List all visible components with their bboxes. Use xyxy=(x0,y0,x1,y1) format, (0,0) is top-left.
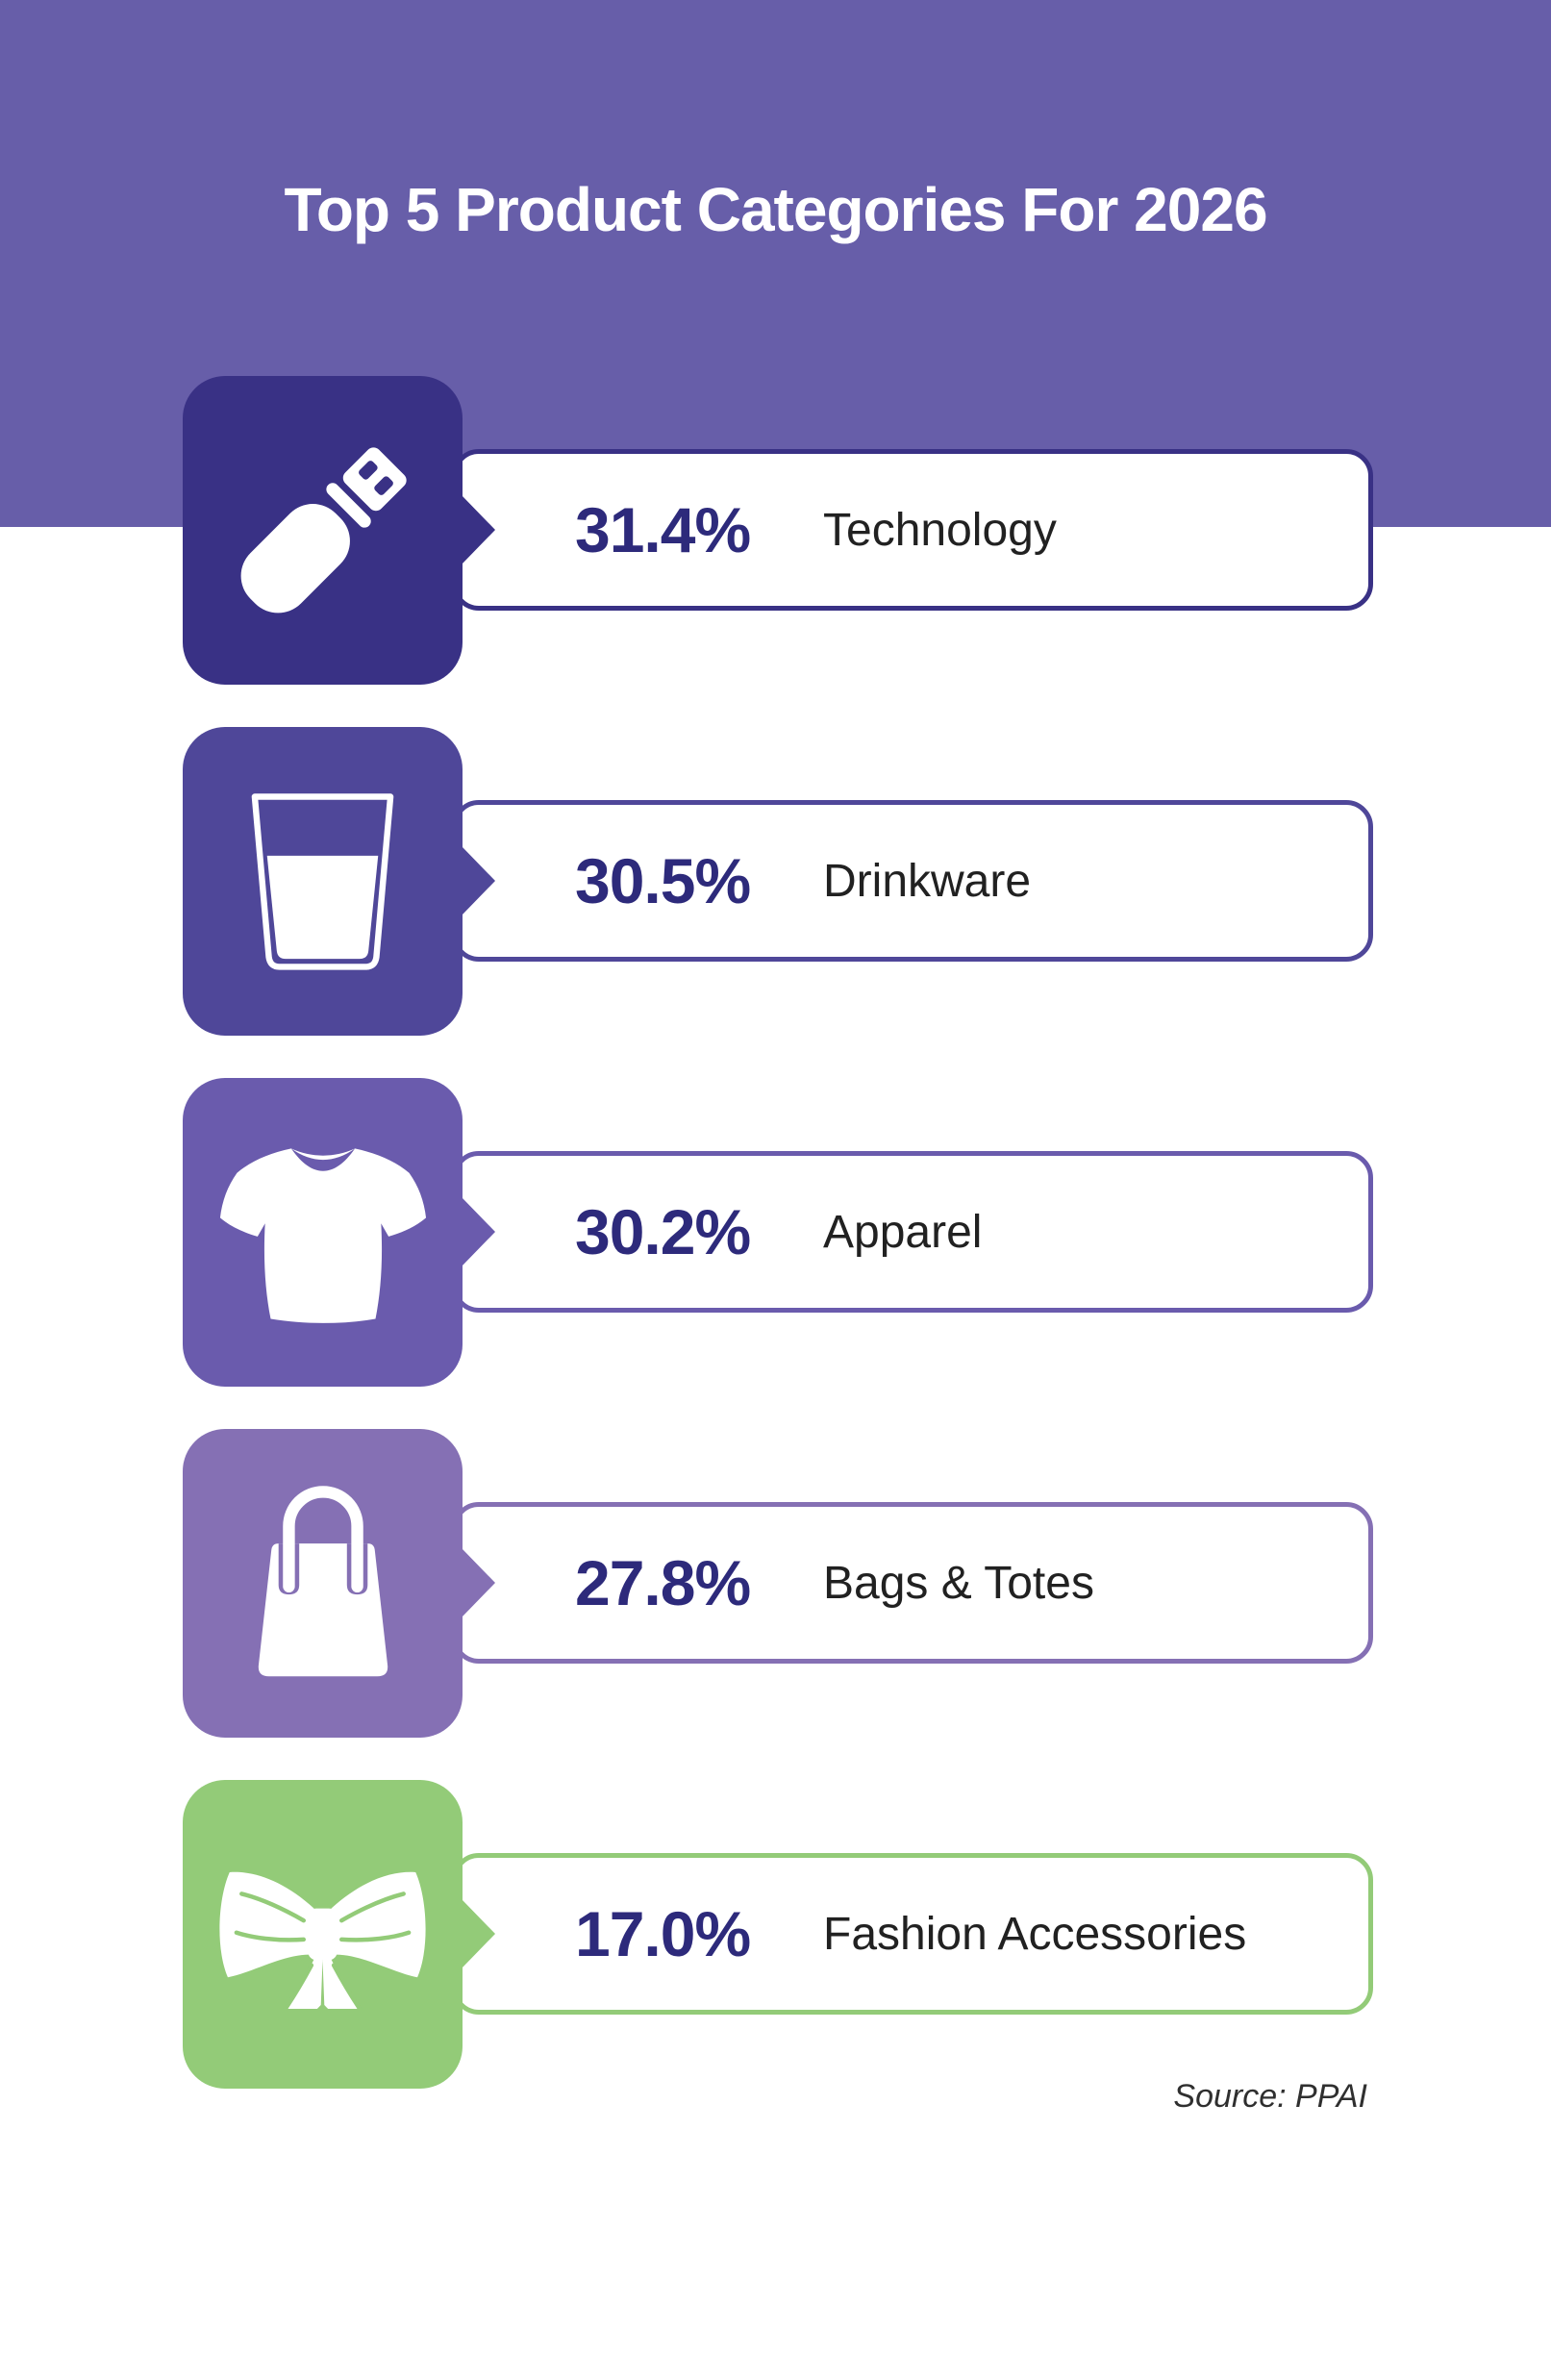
pointer-arrow xyxy=(462,495,495,564)
pointer-arrow xyxy=(462,1548,495,1617)
category-bar: 31.4% Technology xyxy=(452,449,1373,611)
page-title: Top 5 Product Categories For 2026 xyxy=(284,175,1267,244)
category-label: Fashion Accessories xyxy=(823,1908,1247,1960)
category-icon-tile xyxy=(183,727,463,1036)
category-bar: 30.5% Drinkware xyxy=(452,800,1373,962)
drinking-glass-icon xyxy=(251,793,394,970)
category-label: Apparel xyxy=(823,1206,983,1258)
category-icon-tile xyxy=(183,1429,463,1738)
category-row-bags-totes: 27.8% Bags & Totes xyxy=(0,1429,1551,1738)
shopping-bag-icon xyxy=(258,1486,388,1677)
percent-value: 30.2% xyxy=(575,1196,751,1267)
category-row-fashion-accessories: 17.0% Fashion Accessories xyxy=(0,1780,1551,2089)
category-icon-tile xyxy=(183,1078,463,1387)
percent-value: 17.0% xyxy=(575,1898,751,1969)
pointer-arrow xyxy=(462,1899,495,1968)
source-attribution: Source: PPAI xyxy=(1173,2078,1367,2115)
category-bar: 30.2% Apparel xyxy=(452,1151,1373,1313)
category-icon-tile xyxy=(183,376,463,685)
category-row-apparel: 30.2% Apparel xyxy=(0,1078,1551,1387)
category-label: Technology xyxy=(823,504,1057,556)
pointer-arrow xyxy=(462,846,495,915)
category-bar: 27.8% Bags & Totes xyxy=(452,1502,1373,1664)
pointer-arrow xyxy=(462,1197,495,1266)
ribbon-bow-icon xyxy=(219,1871,426,2009)
t-shirt-icon xyxy=(219,1147,426,1323)
category-icon-tile xyxy=(183,1780,463,2089)
category-bar: 17.0% Fashion Accessories xyxy=(452,1853,1373,2015)
usb-flash-drive-icon xyxy=(240,446,407,613)
category-row-technology: 31.4% Technology xyxy=(0,376,1551,685)
category-label: Drinkware xyxy=(823,855,1032,907)
percent-value: 27.8% xyxy=(575,1547,751,1618)
percent-value: 30.5% xyxy=(575,845,751,916)
category-row-drinkware: 30.5% Drinkware xyxy=(0,727,1551,1036)
percent-value: 31.4% xyxy=(575,494,751,565)
category-label: Bags & Totes xyxy=(823,1557,1094,1609)
